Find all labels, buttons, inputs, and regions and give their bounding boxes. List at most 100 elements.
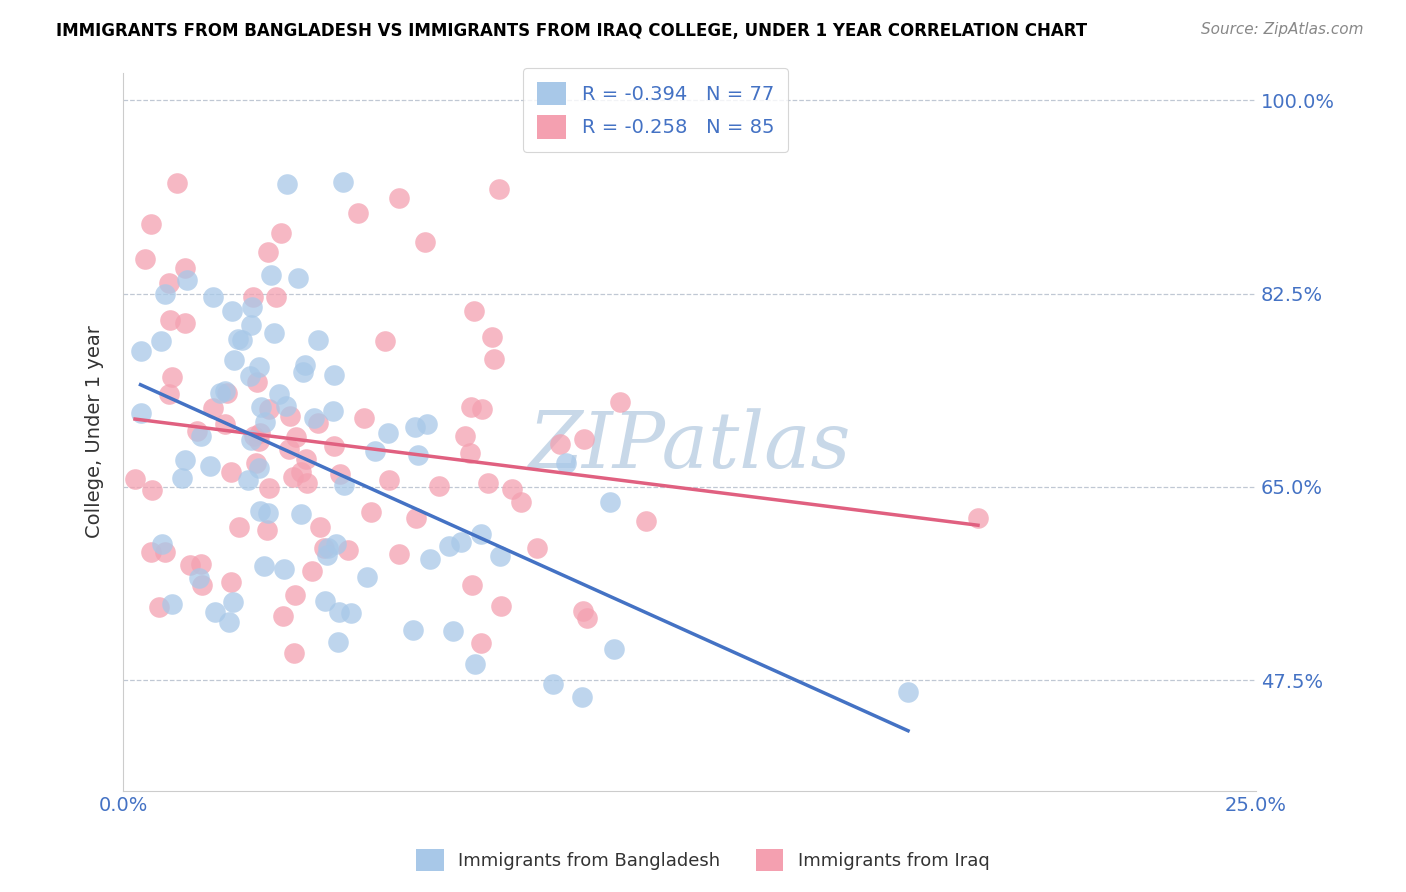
Point bbox=[290, 507, 312, 521]
Y-axis label: College, Under 1 year: College, Under 1 year bbox=[86, 326, 104, 538]
Point bbox=[489, 549, 512, 564]
Point bbox=[328, 605, 350, 619]
Point bbox=[408, 448, 430, 462]
Point bbox=[218, 615, 240, 629]
Point bbox=[139, 545, 162, 559]
Point bbox=[450, 535, 472, 549]
Point bbox=[295, 452, 318, 467]
Point bbox=[294, 358, 316, 372]
Point bbox=[463, 304, 485, 318]
Point bbox=[464, 657, 486, 671]
Point bbox=[160, 597, 183, 611]
Point bbox=[346, 205, 368, 219]
Point bbox=[204, 606, 226, 620]
Point bbox=[242, 290, 264, 304]
Point bbox=[290, 465, 312, 479]
Point bbox=[157, 276, 180, 290]
Point bbox=[326, 634, 349, 648]
Point bbox=[332, 175, 354, 189]
Point bbox=[470, 636, 492, 650]
Point bbox=[190, 558, 212, 572]
Point bbox=[269, 387, 291, 401]
Point bbox=[159, 313, 181, 327]
Point bbox=[155, 287, 177, 301]
Point bbox=[270, 226, 292, 240]
Point bbox=[174, 316, 197, 330]
Point bbox=[176, 273, 198, 287]
Point bbox=[221, 303, 243, 318]
Point bbox=[309, 519, 332, 533]
Point bbox=[460, 446, 482, 460]
Point bbox=[257, 245, 280, 260]
Point bbox=[283, 469, 305, 483]
Point bbox=[124, 472, 146, 486]
Point bbox=[231, 333, 253, 347]
Point bbox=[257, 506, 280, 520]
Point bbox=[208, 385, 231, 400]
Point bbox=[257, 481, 280, 495]
Text: IMMIGRANTS FROM BANGLADESH VS IMMIGRANTS FROM IRAQ COLLEGE, UNDER 1 YEAR CORRELA: IMMIGRANTS FROM BANGLADESH VS IMMIGRANTS… bbox=[56, 22, 1087, 40]
Point bbox=[253, 558, 276, 573]
Point bbox=[219, 465, 242, 479]
Point bbox=[129, 406, 152, 420]
Point bbox=[242, 429, 264, 443]
Point bbox=[278, 409, 301, 423]
Point bbox=[222, 595, 245, 609]
Point bbox=[219, 575, 242, 590]
Point bbox=[461, 578, 484, 592]
Point bbox=[191, 577, 214, 591]
Point bbox=[150, 536, 173, 550]
Point bbox=[301, 564, 323, 578]
Point bbox=[274, 399, 297, 413]
Point bbox=[214, 417, 236, 431]
Point bbox=[247, 360, 270, 375]
Point bbox=[266, 290, 288, 304]
Point bbox=[263, 326, 285, 340]
Point bbox=[471, 402, 494, 417]
Point bbox=[501, 482, 523, 496]
Point bbox=[160, 370, 183, 384]
Point bbox=[238, 473, 260, 487]
Point bbox=[325, 537, 347, 551]
Point bbox=[418, 552, 440, 566]
Point bbox=[353, 411, 375, 425]
Point bbox=[405, 511, 427, 525]
Point bbox=[388, 548, 411, 562]
Point bbox=[179, 558, 201, 572]
Point bbox=[340, 606, 363, 620]
Point bbox=[240, 433, 263, 447]
Point bbox=[148, 599, 170, 614]
Point bbox=[253, 415, 276, 429]
Point bbox=[214, 384, 236, 399]
Point bbox=[134, 252, 156, 266]
Point bbox=[228, 520, 250, 534]
Point bbox=[129, 344, 152, 359]
Point bbox=[543, 677, 565, 691]
Point bbox=[222, 353, 245, 368]
Point bbox=[374, 334, 396, 348]
Point bbox=[437, 540, 460, 554]
Point bbox=[271, 608, 294, 623]
Point bbox=[283, 646, 305, 660]
Point bbox=[470, 527, 492, 541]
Point bbox=[378, 473, 401, 487]
Point bbox=[360, 505, 382, 519]
Point bbox=[246, 375, 269, 389]
Point bbox=[260, 268, 283, 282]
Point bbox=[441, 624, 464, 639]
Point bbox=[249, 425, 271, 440]
Point bbox=[302, 411, 325, 425]
Point bbox=[526, 541, 548, 556]
Point bbox=[257, 402, 280, 417]
Point bbox=[897, 685, 920, 699]
Point bbox=[273, 562, 295, 576]
Point bbox=[139, 217, 162, 231]
Point bbox=[240, 301, 263, 315]
Point bbox=[554, 456, 576, 470]
Point bbox=[166, 176, 188, 190]
Point bbox=[149, 334, 172, 348]
Point bbox=[239, 368, 262, 383]
Point bbox=[217, 386, 239, 401]
Point bbox=[190, 429, 212, 443]
Point bbox=[329, 467, 352, 482]
